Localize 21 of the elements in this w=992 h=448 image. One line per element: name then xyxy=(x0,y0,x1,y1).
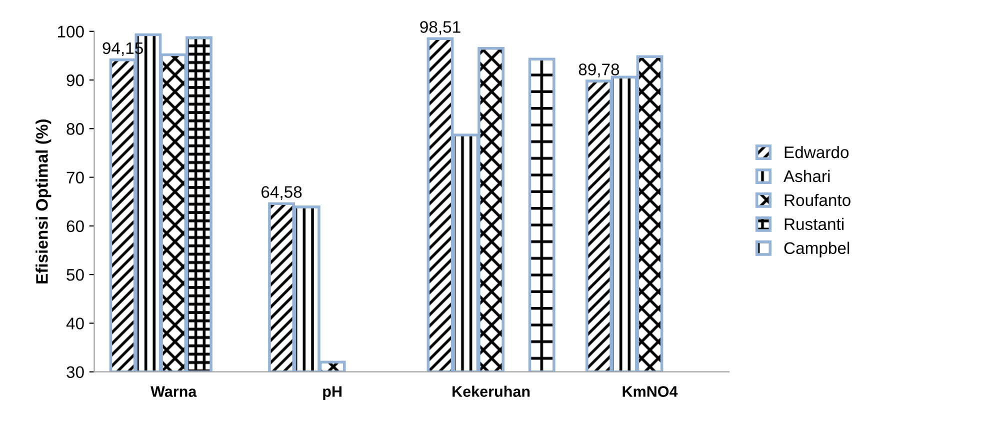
y-tick-label: 50 xyxy=(66,268,84,281)
x-tick-label: Warna xyxy=(150,386,197,397)
y-tick-label: 30 xyxy=(66,366,84,378)
x-tick-label: Kekeruhan xyxy=(452,386,530,397)
x-tick-label: pH xyxy=(323,386,342,400)
y-axis-title: Efisiensi Optimal (%) xyxy=(36,120,52,284)
y-tick-label: 100 xyxy=(58,26,84,38)
y-tick-label: 40 xyxy=(66,318,84,330)
data-label: 89,78 xyxy=(578,64,620,78)
legend-label: Rustanti xyxy=(784,218,844,230)
legend-label: Ashari xyxy=(784,170,830,182)
legend-label: Edwardo xyxy=(784,146,849,158)
y-tick-label: 70 xyxy=(66,172,84,184)
y-tick-label: 90 xyxy=(66,74,84,86)
legend-label: Campbel xyxy=(784,242,850,258)
y-tick-label: 80 xyxy=(66,123,84,135)
data-label: 64,58 xyxy=(262,186,302,200)
legend-label: Roufanto xyxy=(784,194,850,206)
y-tick-label: 60 xyxy=(66,220,84,232)
data-label: 98,51 xyxy=(420,21,460,35)
x-tick-label: KmNO4 xyxy=(622,386,678,397)
